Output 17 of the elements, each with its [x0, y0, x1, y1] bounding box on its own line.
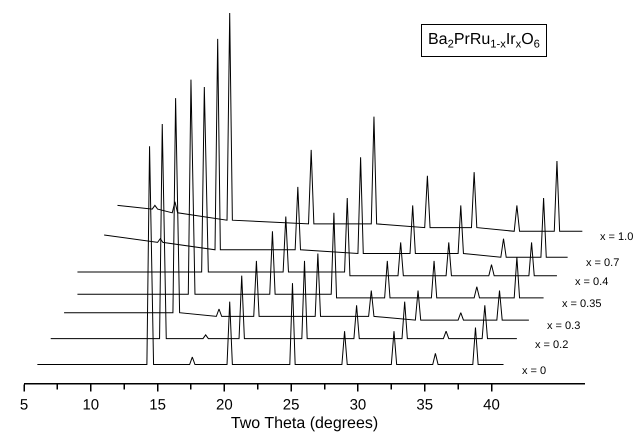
x-tick-label: 30 [350, 396, 366, 414]
x-tick-label: 15 [149, 396, 166, 414]
series-label: x = 0.3 [547, 320, 580, 332]
series-label: x = 0.2 [535, 339, 568, 351]
x-tick-label: 35 [416, 396, 434, 414]
series-label: x = 1.0 [600, 231, 634, 243]
series-label: x = 0.4 [575, 276, 608, 288]
series-label: x = 0.7 [586, 257, 620, 269]
x-tick-label: 10 [82, 396, 100, 414]
x-tick-label: 20 [216, 396, 233, 414]
series-label: x = 0.35 [562, 298, 602, 310]
series-label: x = 0 [522, 365, 546, 377]
annotation: Ba$_{2}$PrRu$_{1-x}$Ir$_{x}$O$_{6}$ [428, 31, 540, 50]
x-tick-label: 40 [483, 396, 500, 414]
x-tick-label: 25 [282, 396, 300, 414]
x-axis-title: Two Theta (degrees) [230, 414, 378, 432]
x-tick-label: 5 [20, 396, 28, 414]
